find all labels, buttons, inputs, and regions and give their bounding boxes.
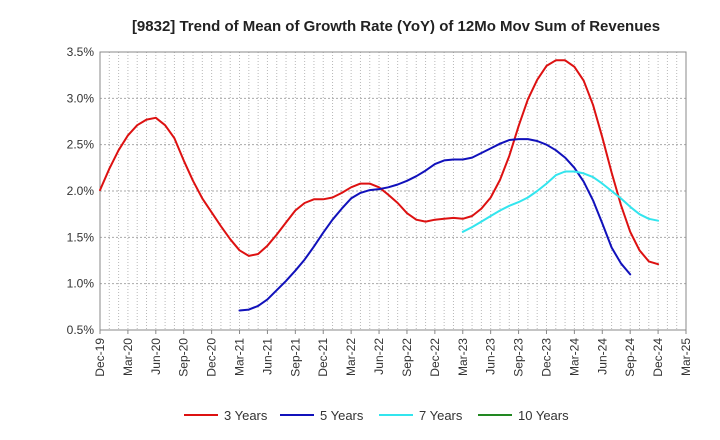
y-tick-label: 2.0% — [67, 184, 95, 198]
y-tick-label: 3.0% — [67, 91, 95, 105]
x-tick-label: Jun-24 — [595, 338, 609, 375]
y-tick-label: 1.5% — [67, 230, 95, 244]
x-tick-label: Sep-22 — [400, 338, 414, 377]
y-tick-label: 2.5% — [67, 138, 95, 152]
legend-label: 7 Years — [419, 408, 463, 423]
x-tick-label: Sep-23 — [512, 338, 526, 377]
x-tick-label: Dec-23 — [539, 338, 553, 377]
legend: 3 Years 5 Years 7 Years 10 Years — [184, 408, 569, 423]
x-tick-label: Mar-23 — [456, 338, 470, 376]
series-line-5-years — [238, 138, 632, 312]
x-tick-label: Jun-23 — [484, 338, 498, 375]
x-tick-label: Dec-22 — [428, 338, 442, 377]
legend-label: 5 Years — [320, 408, 364, 423]
x-tick-label: Sep-24 — [623, 338, 637, 377]
x-tick-label: Jun-21 — [260, 338, 274, 375]
x-tick-label: Jun-20 — [149, 338, 163, 375]
legend-label: 10 Years — [518, 408, 569, 423]
x-tick-label: Mar-22 — [344, 338, 358, 376]
plot-area: 0.5% 1.0% 1.5% 2.0% 2.5% 3.0% 3.5% Dec-19 Mar-20… — [67, 45, 693, 377]
x-tick-label: Mar-24 — [567, 338, 581, 376]
x-tick-label: Mar-20 — [121, 338, 135, 376]
y-tick-label: 3.5% — [67, 45, 95, 59]
x-tick-label: Mar-25 — [679, 338, 693, 376]
x-tick-label: Dec-20 — [205, 338, 219, 377]
y-tick-label: 0.5% — [67, 323, 95, 337]
y-tick-label: 1.0% — [67, 277, 95, 291]
x-tick-label: Dec-21 — [316, 338, 330, 377]
chart-title: [9832] Trend of Mean of Growth Rate (YoY… — [132, 18, 660, 35]
x-tick-label: Sep-21 — [288, 338, 302, 377]
x-tick-label: Sep-20 — [177, 338, 191, 377]
x-tick-label: Dec-24 — [651, 338, 665, 377]
series-line-7-years — [461, 170, 660, 233]
x-tick-label: Dec-19 — [93, 338, 107, 377]
legend-label: 3 Years — [224, 408, 268, 423]
series-line-3-years — [99, 59, 660, 266]
x-tick-label: Mar-21 — [233, 338, 247, 376]
x-tick-label: Jun-22 — [372, 338, 386, 375]
